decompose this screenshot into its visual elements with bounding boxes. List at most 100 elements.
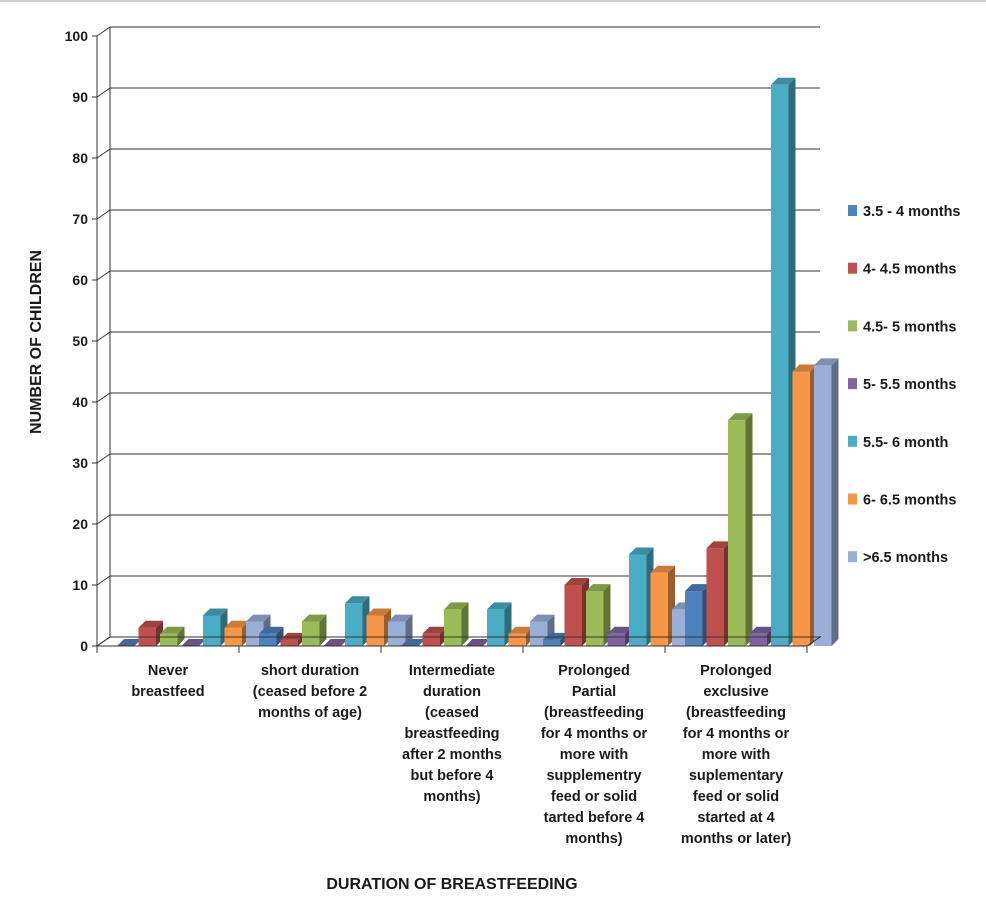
- bar-5-2: [706, 541, 731, 646]
- bar-top: [388, 614, 413, 622]
- bar-front: [203, 615, 221, 646]
- bar-4-4: [607, 626, 632, 646]
- bar-4-3: [586, 584, 611, 646]
- legend-swatch-2: [848, 262, 857, 274]
- bar-front: [444, 609, 462, 646]
- bar-front: [543, 639, 561, 646]
- bar-front: [259, 633, 277, 646]
- bar-front: [650, 572, 668, 646]
- bar-3-1: [401, 639, 426, 646]
- bar-4-5: [629, 547, 654, 646]
- bar-front: [728, 420, 746, 646]
- bar-1-2: [138, 620, 163, 646]
- bar-top: [444, 602, 469, 610]
- gridline-slant-80: [96, 148, 111, 159]
- bar-front: [749, 633, 767, 646]
- bar-2-6: [366, 608, 391, 646]
- bar-top: [160, 626, 185, 634]
- gridline-slant-90: [96, 87, 111, 98]
- bar-top: [706, 541, 731, 549]
- bar-side: [831, 358, 839, 646]
- gridline-slant-50: [96, 331, 111, 342]
- bar-top: [138, 620, 163, 628]
- x-axis-categories: Never breastfeed short duration (ceased bef…: [131, 663, 791, 847]
- legend-label-5: 5.5- 6 month: [863, 435, 948, 451]
- bar-top: [422, 626, 447, 634]
- gridlines: [96, 26, 820, 647]
- x-category-label-1: Never breastfeed: [131, 663, 204, 700]
- gridline-slant-20: [96, 514, 111, 525]
- bar-front: [388, 621, 406, 646]
- y-tick-label-70: 70: [72, 211, 88, 227]
- y-tick-label-40: 40: [72, 394, 88, 410]
- bar-top: [366, 608, 391, 616]
- bar-front: [366, 615, 384, 646]
- bar-top: [607, 626, 632, 634]
- bar-5-5: [771, 77, 796, 647]
- legend-label-1: 3.5 - 4 months: [863, 204, 961, 220]
- bar-front: [792, 371, 810, 646]
- bar-top: [530, 614, 555, 622]
- bar-2-5: [345, 596, 370, 646]
- bar-top: [543, 632, 568, 640]
- legend-label-6: 6- 6.5 months: [863, 493, 956, 509]
- bar-top: [771, 77, 796, 85]
- top-border-line: [0, 0, 986, 2]
- legend: 3.5 - 4 months 4- 4.5 months 4.5- 5 months…: [848, 204, 961, 566]
- bar-top: [508, 626, 533, 634]
- x-category-label-4: Prolonged Partial (breastfeeding for 4 mont…: [541, 663, 648, 847]
- bar-top: [280, 632, 305, 640]
- legend-swatch-5: [848, 435, 857, 447]
- bar-1-6: [224, 620, 249, 646]
- bar-top: [586, 584, 611, 592]
- bar-front: [706, 548, 724, 646]
- y-tick-label-100: 100: [65, 28, 89, 44]
- bar-front: [771, 84, 789, 647]
- bar-side: [405, 614, 413, 646]
- bar-top: [564, 578, 589, 585]
- bar-top: [181, 639, 206, 646]
- bar-side: [319, 614, 327, 646]
- y-tick-label-0: 0: [80, 638, 88, 654]
- bar-top: [302, 614, 327, 622]
- bar-5-6: [792, 364, 817, 646]
- bar-top: [650, 565, 675, 573]
- bar-side: [745, 413, 753, 646]
- bar-5-3: [728, 413, 753, 646]
- bar-side: [276, 626, 284, 646]
- bar-3-2: [422, 626, 447, 646]
- bar-front: [607, 633, 625, 646]
- bar-front: [564, 585, 582, 646]
- bar-top: [117, 639, 142, 646]
- bar-top: [814, 358, 839, 366]
- bar-top: [685, 584, 710, 592]
- legend-swatch-1: [848, 205, 857, 216]
- bar-top: [259, 626, 284, 634]
- bar-1-5: [203, 608, 228, 646]
- bar-top: [487, 602, 512, 610]
- y-axis-title: NUMBER OF CHILDREN: [28, 250, 45, 434]
- bar-2-4: [323, 639, 348, 646]
- bar-2-2: [280, 632, 305, 646]
- y-tick-label-30: 30: [72, 455, 88, 471]
- y-tick-label-80: 80: [72, 150, 88, 166]
- bar-front: [508, 633, 526, 646]
- bar-top: [246, 614, 271, 622]
- bar-top: [728, 413, 753, 421]
- gridline-slant-40: [96, 392, 111, 403]
- legend-swatch-6: [848, 493, 857, 505]
- x-category-label-3: Intermediate duration (ceased breastfeeding…: [402, 663, 502, 805]
- bar-top: [224, 620, 249, 628]
- bar-front: [345, 603, 363, 646]
- bar-5-7: [814, 358, 839, 646]
- legend-swatch-3: [848, 320, 857, 332]
- bar-2-7: [388, 614, 413, 646]
- legend-label-4: 5- 5.5 months: [863, 377, 956, 393]
- gridline-slant-60: [96, 270, 111, 281]
- bar-1-4: [181, 639, 206, 646]
- bar-3-5: [487, 602, 512, 646]
- bar-front: [422, 633, 440, 646]
- legend-label-3: 4.5- 5 months: [863, 319, 956, 335]
- bar-front: [685, 591, 703, 646]
